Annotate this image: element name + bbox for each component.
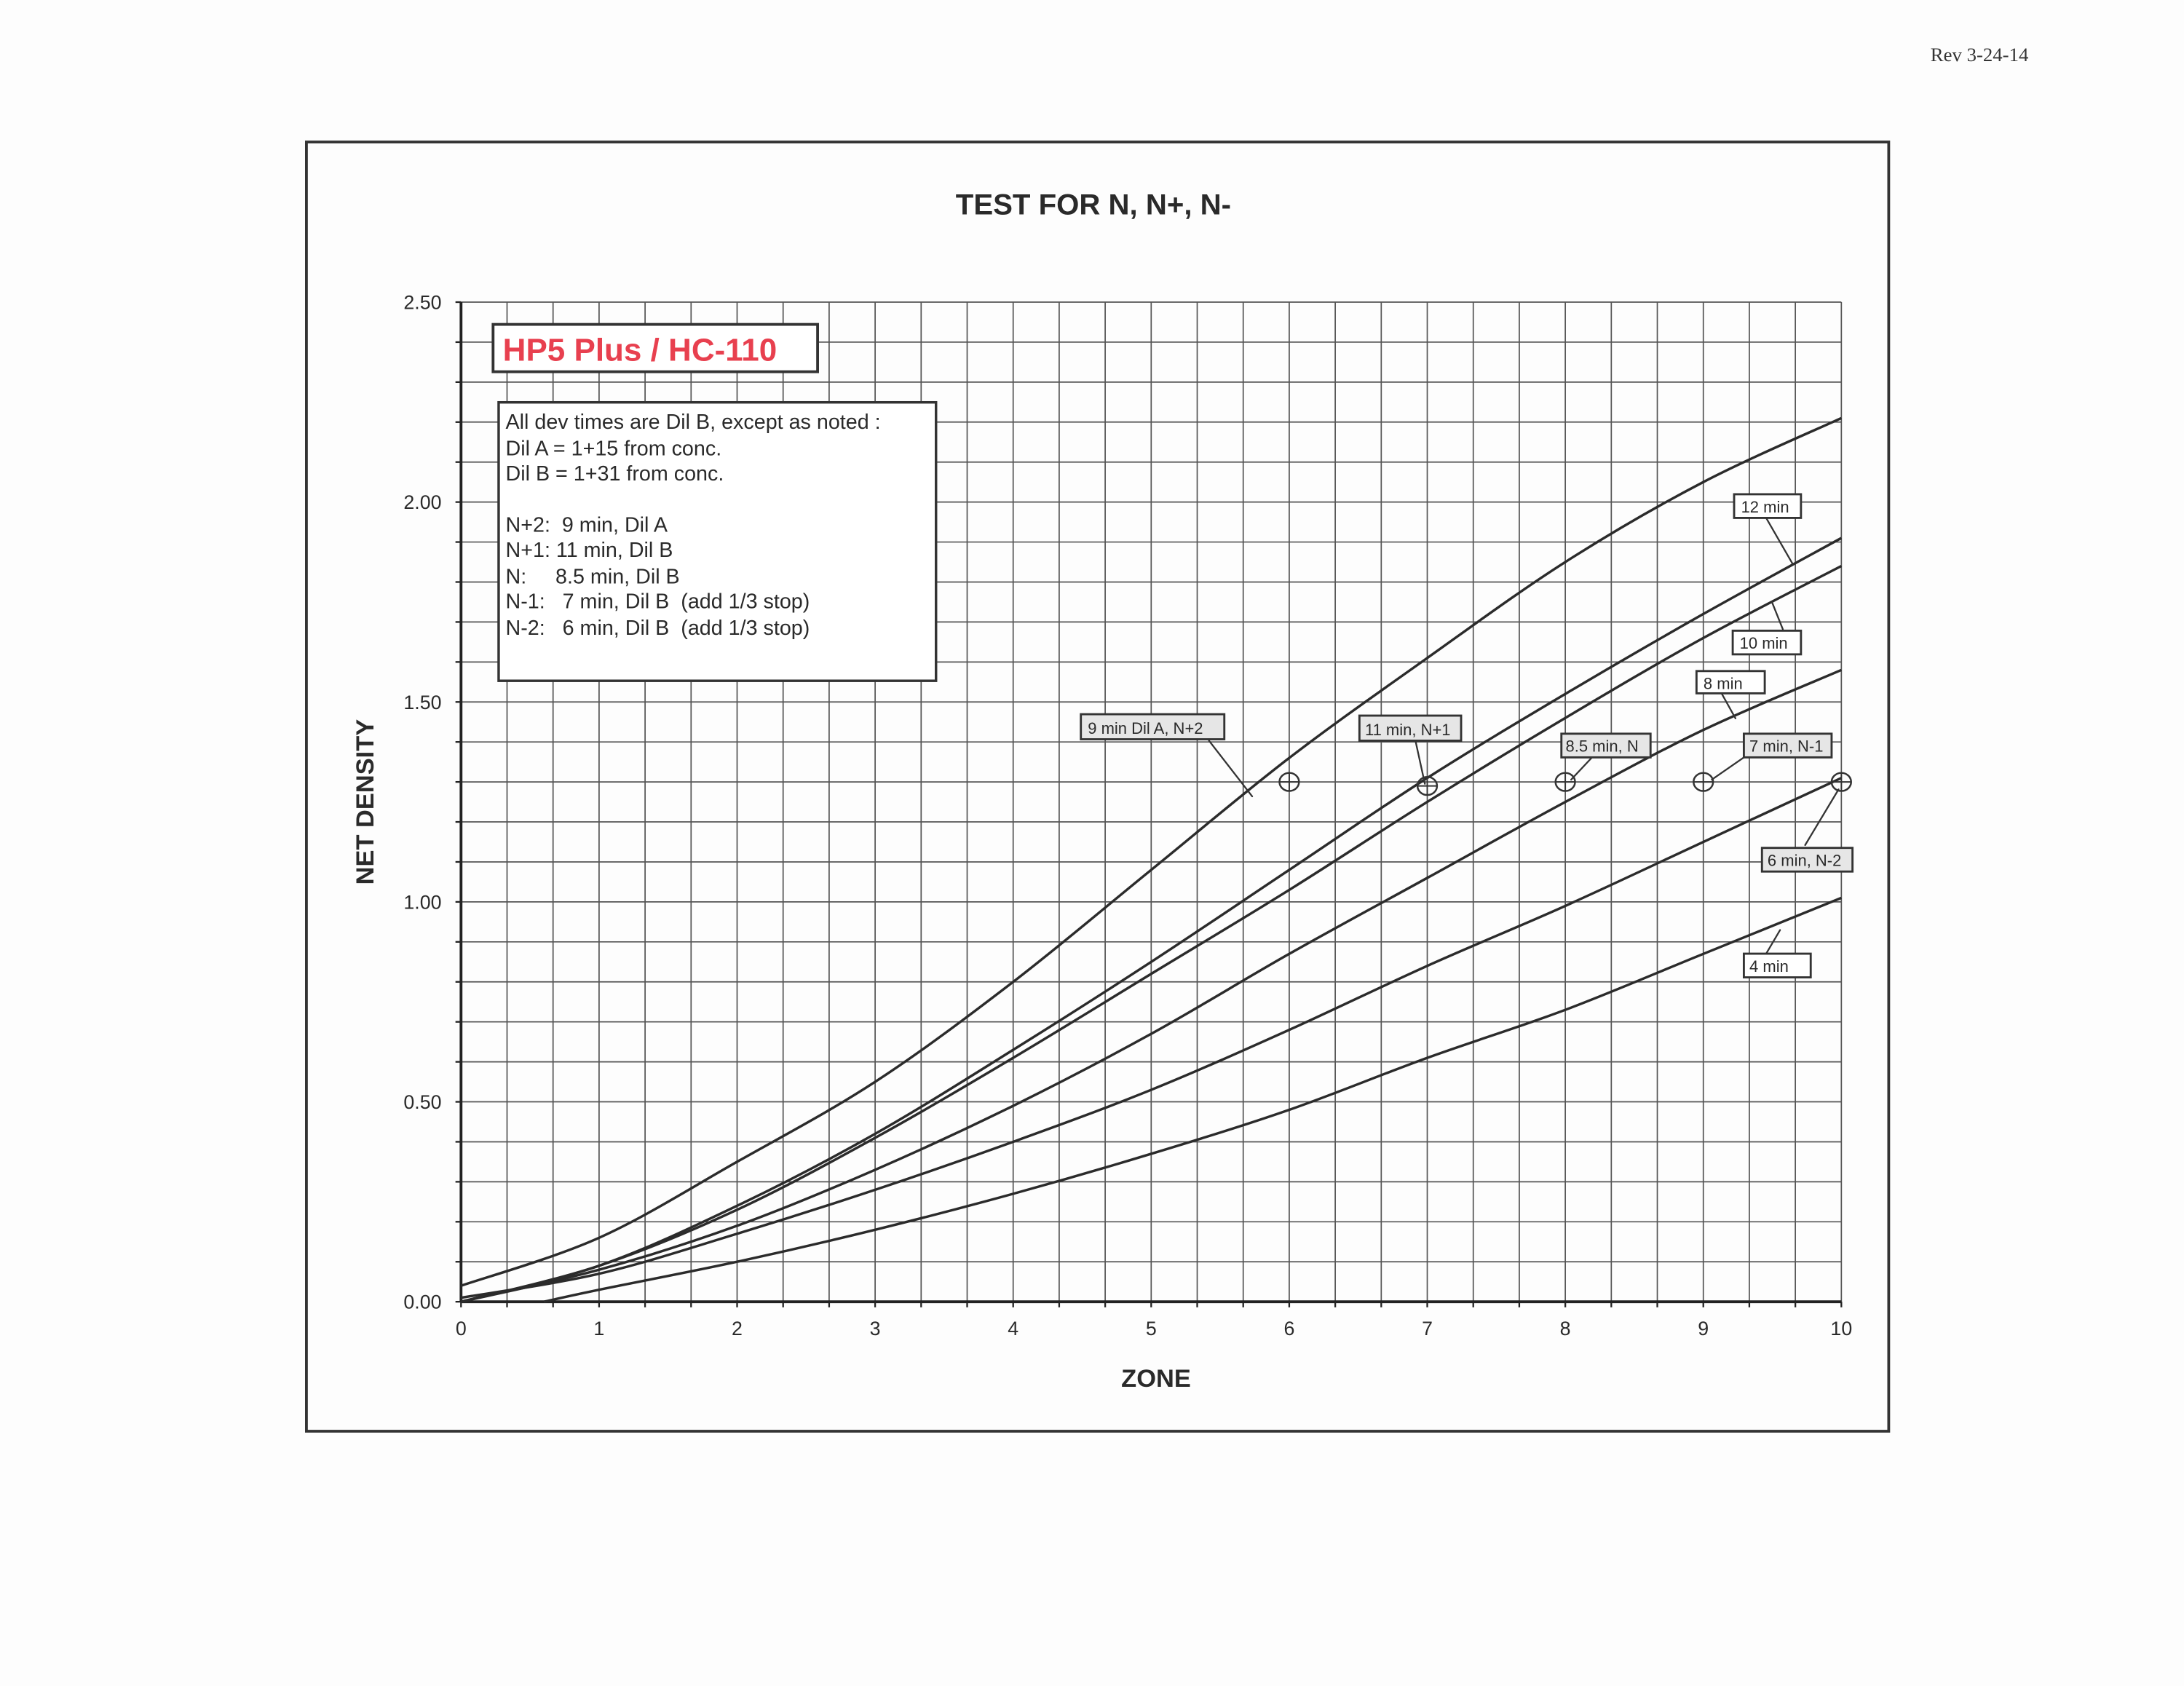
y-tick-label: 0.50 — [403, 1091, 441, 1113]
curves — [460, 416, 1843, 1303]
target-points — [1278, 772, 1852, 796]
axis-ticks: 0.00 0.50 1.00 1.50 2.00 2.50 0 1 2 3 4 5 6 7 8 9 10 — [403, 292, 1852, 1339]
label-11min: 11 min, N+1 — [1365, 721, 1451, 739]
notes: All dev times are Dil B, except as noted… — [506, 411, 881, 640]
note-line: N+1: 11 min, Dil B — [506, 539, 673, 562]
note-line: Dil A = 1+15 from conc. — [506, 437, 722, 460]
chart-title: TEST FOR N, N+, N- — [956, 189, 1231, 221]
x-tick-label: 3 — [870, 1318, 881, 1339]
curve-8-min — [460, 668, 1843, 1303]
label-4min: 4 min — [1749, 957, 1789, 975]
label-box — [1731, 629, 1803, 656]
curve-12-min — [460, 537, 1843, 1303]
x-tick-label: 8 — [1560, 1318, 1571, 1339]
label-12min: 12 min — [1741, 498, 1789, 516]
x-tick-label: 10 — [1830, 1318, 1852, 1339]
note-line: All dev times are Dil B, except as noted… — [506, 411, 881, 434]
curve-6-min-n-2 — [460, 777, 1843, 1299]
label-6min: 6 min, N-2 — [1768, 852, 1841, 870]
label-box — [1080, 713, 1226, 740]
x-tick-label: 2 — [732, 1318, 743, 1339]
x-tick-label: 4 — [1008, 1318, 1018, 1339]
label-box — [1560, 732, 1652, 759]
label-9min-dil-a: 9 min Dil A, N+2 — [1088, 719, 1203, 737]
x-tick-label: 0 — [456, 1318, 467, 1339]
y-tick-label: 2.50 — [403, 292, 441, 314]
y-tick-label: 1.00 — [403, 891, 441, 913]
label-10min: 10 min — [1740, 634, 1788, 652]
y-axis-label: NET DENSITY — [352, 719, 379, 885]
label-box — [1733, 493, 1803, 519]
x-tick-label: 9 — [1698, 1318, 1709, 1339]
label-box — [1742, 952, 1812, 978]
label-7min: 7 min, N-1 — [1749, 737, 1823, 756]
film-title-box — [491, 322, 819, 373]
x-tick-label: 7 — [1422, 1318, 1433, 1339]
chart-frame — [305, 140, 1891, 1433]
note-line: Dil B = 1+31 from conc. — [506, 462, 724, 486]
curve-10-min — [460, 564, 1843, 1303]
label-8min: 8 min — [1704, 675, 1743, 693]
note-line: N: 8.5 min, Dil B — [506, 565, 680, 588]
y-tick-label: 1.50 — [403, 692, 441, 713]
label-box — [1742, 732, 1833, 759]
note-line: N+2: 9 min, Dil A — [506, 514, 668, 537]
note-line: N-1: 7 min, Dil B (add 1/3 stop) — [506, 590, 810, 614]
note-line: N-2: 6 min, Dil B (add 1/3 stop) — [506, 617, 810, 640]
x-tick-label: 1 — [593, 1318, 604, 1339]
y-tick-label: 0.00 — [403, 1291, 441, 1313]
curve-9-min-dil-a-n-2 — [460, 416, 1843, 1287]
revision-label: Rev 3-24-14 — [1931, 44, 2029, 66]
x-tick-label: 6 — [1283, 1318, 1294, 1339]
x-axis-label: ZONE — [1121, 1365, 1191, 1393]
label-box — [1358, 714, 1463, 742]
curve-labels: 9 min Dil A, N+2 11 min, N+1 8.5 min, N … — [1080, 493, 1854, 978]
label-box — [1760, 847, 1854, 873]
notes-box — [497, 400, 938, 682]
film-title: HP5 Plus / HC-110 — [503, 332, 778, 368]
label-8-5min: 8.5 min, N — [1566, 737, 1639, 756]
label-box — [1695, 670, 1766, 694]
curve-4-min — [543, 896, 1842, 1303]
y-tick-label: 2.00 — [403, 491, 441, 513]
x-tick-label: 5 — [1146, 1318, 1157, 1339]
